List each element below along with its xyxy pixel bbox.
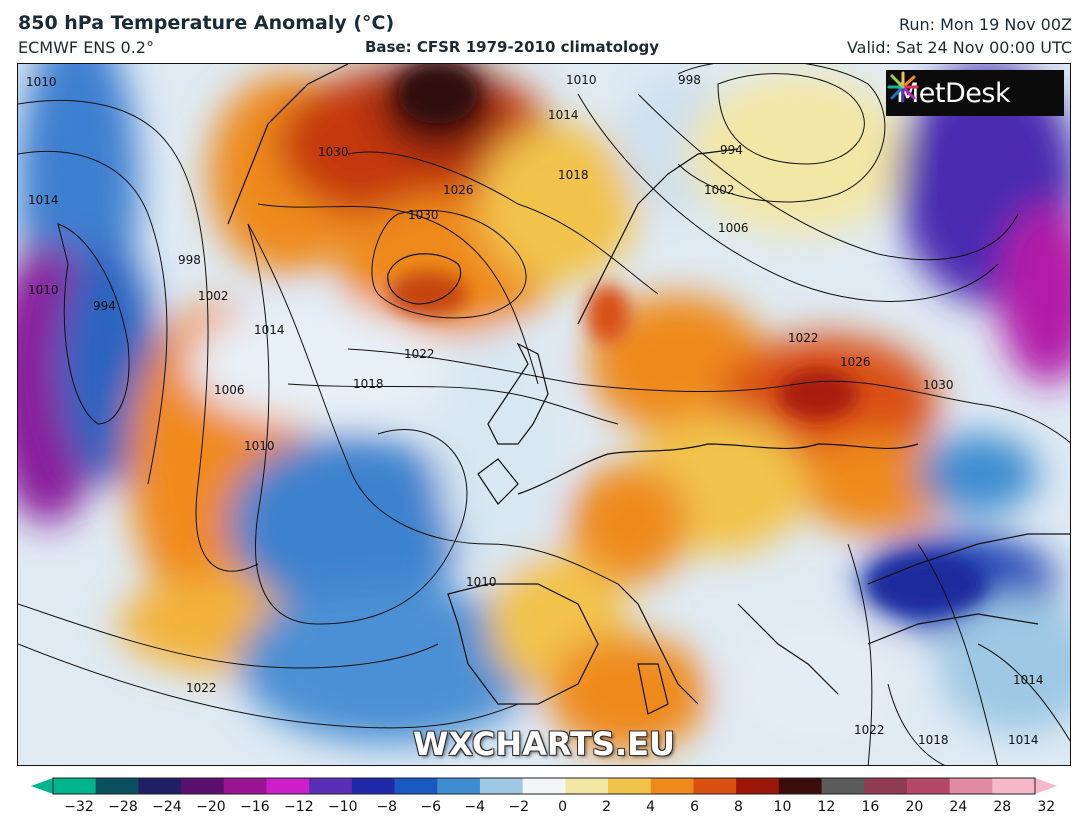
colorbar-tick-label: 32 <box>1037 799 1056 815</box>
colorbar-tick-label: −2 <box>508 799 529 815</box>
colorbar-segment <box>138 778 182 794</box>
isobar-label: 1018 <box>353 377 384 391</box>
isobar-label: 998 <box>678 73 701 87</box>
colorbar-tick-label: −32 <box>64 799 94 815</box>
isobar-label: 1010 <box>566 73 597 87</box>
isobar-label: 1026 <box>840 355 871 369</box>
isobar-label: 1018 <box>558 168 589 182</box>
colorbar-tick-label: 6 <box>690 799 699 815</box>
isobar-label: 1010 <box>28 283 59 297</box>
isobar-label: 1030 <box>408 208 439 222</box>
colorbar <box>31 777 1057 795</box>
isobar-label: 1030 <box>318 145 349 159</box>
colorbar-segment <box>821 778 865 794</box>
climatology-base-label: Base: CFSR 1979-2010 climatology <box>365 38 660 56</box>
colorbar-segment <box>266 778 310 794</box>
isobar-label: 1010 <box>26 75 57 89</box>
colorbar-segment <box>95 778 139 794</box>
model-label: ECMWF ENS 0.2° <box>18 38 154 57</box>
isobar-label: 1002 <box>704 183 735 197</box>
colorbar-tick-label: 0 <box>558 799 568 815</box>
colorbar-segment <box>650 778 695 794</box>
isobars <box>18 64 1070 765</box>
colorbar-segment <box>181 778 225 794</box>
isobar-label: 994 <box>720 143 743 157</box>
metdesk-starburst-icon <box>887 71 919 103</box>
isobar-label: 1014 <box>28 193 59 207</box>
isobar-label: 1022 <box>404 347 435 361</box>
colorbar-tick-label: 16 <box>861 799 880 815</box>
colorbar-tick-label: 10 <box>773 799 792 815</box>
colorbar-segment <box>437 778 481 794</box>
isobar-label: 1014 <box>1008 733 1039 747</box>
isobar-label: 1006 <box>214 383 245 397</box>
colorbar-segment <box>864 778 908 794</box>
colorbar-segment <box>608 778 652 794</box>
isobar-label: 1010 <box>244 439 275 453</box>
temperature-anomaly-map: 1010 1010 1014 998 994 1002 1006 1018 10… <box>17 63 1071 766</box>
colorbar-tick-label: 28 <box>993 799 1012 815</box>
colorbar-max-arrow <box>1035 778 1057 794</box>
metdesk-logo-text: MetDesk <box>896 77 1011 109</box>
isobar-label: 1010 <box>466 575 497 589</box>
colorbar-tick-label: 2 <box>602 799 612 815</box>
colorbar-segment <box>351 778 396 794</box>
isobar-label: 1026 <box>443 183 474 197</box>
coastlines <box>227 64 1070 715</box>
colorbar-tick-label: −20 <box>196 799 226 815</box>
isobar-label: 1022 <box>186 681 217 695</box>
colorbar-tick-label: −4 <box>464 799 486 815</box>
isobar-label: 1006 <box>718 221 749 235</box>
colorbar-tick-label: −16 <box>240 799 270 815</box>
colorbar-segment <box>906 778 951 794</box>
colorbar-tick-label: 8 <box>734 799 743 815</box>
colorbar-segment <box>53 778 97 794</box>
colorbar-segment <box>949 778 993 794</box>
colorbar-segment <box>479 778 524 794</box>
isobar-label: 1022 <box>854 723 885 737</box>
colorbar-tick-label: 24 <box>949 799 968 815</box>
colorbar-segment <box>522 778 566 794</box>
colorbar-tick-label: 12 <box>817 799 836 815</box>
colorbar-tick-label: −12 <box>284 799 314 815</box>
isobar-label: 998 <box>178 253 201 267</box>
map-canvas: 1010 1010 1014 998 994 1002 1006 1018 10… <box>18 64 1070 765</box>
chart-title: 850 hPa Temperature Anomaly (°C) <box>18 12 395 34</box>
colorbar-tick-label: −28 <box>108 799 138 815</box>
colorbar-segment <box>693 778 737 794</box>
isobar-label: 1014 <box>254 323 285 337</box>
colorbar-tick-label: −10 <box>328 799 358 815</box>
colorbar-segment <box>223 778 268 794</box>
isobar-label: 1030 <box>923 378 954 392</box>
isobar-label: 1014 <box>548 108 579 122</box>
colorbar-tick-label: −6 <box>420 799 442 815</box>
metdesk-logo: MetDesk <box>886 70 1064 116</box>
isobar-label: 994 <box>93 299 116 313</box>
valid-time-label: Valid: Sat 24 Nov 00:00 UTC <box>846 38 1072 57</box>
colorbar-tick-label: −24 <box>152 799 182 815</box>
colorbar-segment <box>778 778 823 794</box>
isobar-label: 1018 <box>918 733 949 747</box>
isobar-label: 1022 <box>788 331 819 345</box>
colorbar-min-arrow <box>31 778 53 794</box>
wxcharts-watermark: WXCHARTS.EU <box>413 725 675 763</box>
colorbar-segment <box>736 778 780 794</box>
colorbar-tick-label: 4 <box>646 799 656 815</box>
colorbar-segment <box>992 778 1036 794</box>
colorbar-segment <box>309 778 353 794</box>
isobar-label: 1014 <box>1013 673 1044 687</box>
run-time-label: Run: Mon 19 Nov 00Z <box>898 15 1072 34</box>
colorbar-tick-label: −8 <box>376 799 398 815</box>
colorbar-segment <box>394 778 438 794</box>
colorbar-segment <box>565 778 609 794</box>
colorbar-tick-label: 20 <box>905 799 924 815</box>
isobar-label: 1002 <box>198 289 229 303</box>
